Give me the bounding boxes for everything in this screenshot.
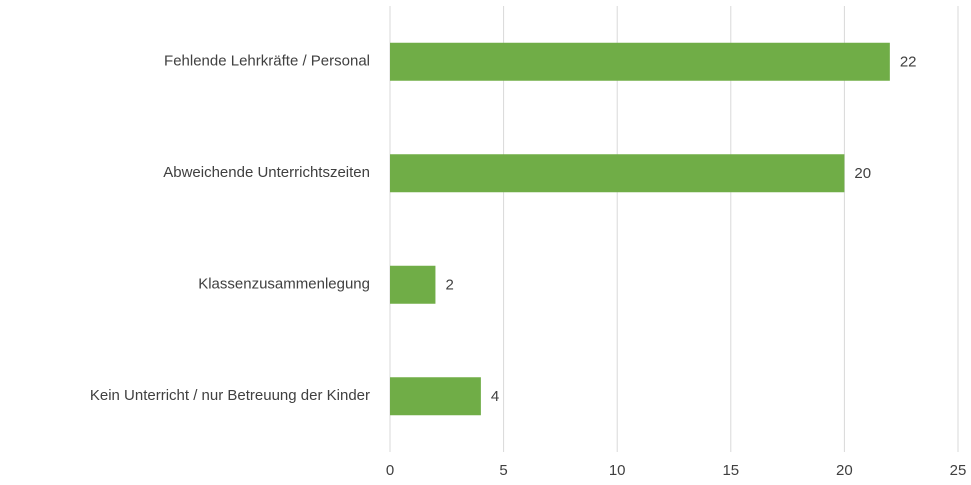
y-tick-label: Fehlende Lehrkräfte / Personal [164,53,370,70]
bar [390,377,481,416]
data-label: 2 [445,277,453,294]
x-tick-label: 0 [386,462,394,479]
y-tick-label: Abweichende Unterrichtszeiten [163,164,370,181]
x-tick-label: 10 [609,462,626,479]
x-tick-label: 5 [499,462,507,479]
y-tick-label: Klassenzusammenlegung [198,276,370,293]
y-tick-label: Kein Unterricht / nur Betreuung der Kind… [90,387,370,404]
bar [390,154,845,193]
bar [390,42,890,81]
x-tick-label: 15 [722,462,739,479]
data-label: 22 [900,54,917,71]
bar [390,265,436,304]
data-label: 20 [854,165,871,182]
data-label: 4 [491,388,499,405]
x-tick-label: 25 [950,462,967,479]
x-tick-label: 20 [836,462,853,479]
